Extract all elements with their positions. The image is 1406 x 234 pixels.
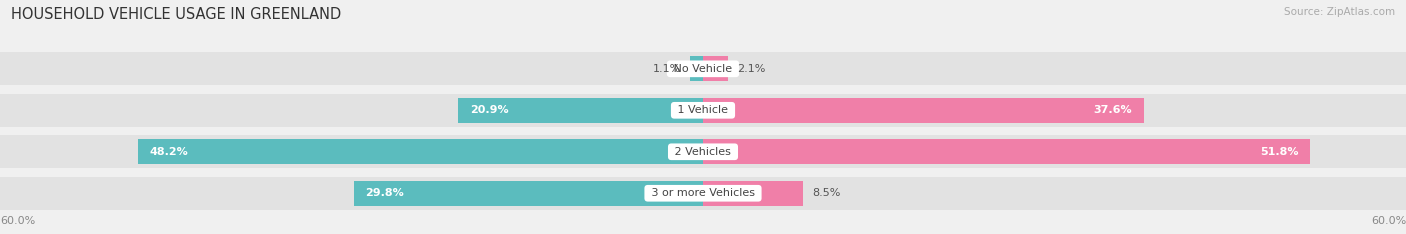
Text: 1.1%: 1.1% — [652, 64, 681, 74]
Bar — [0, 52, 1406, 85]
Bar — [690, 56, 703, 81]
Text: 8.5%: 8.5% — [813, 188, 841, 198]
Text: 60.0%: 60.0% — [0, 216, 35, 226]
Text: 60.0%: 60.0% — [1371, 216, 1406, 226]
Bar — [0, 94, 1406, 127]
Bar — [354, 181, 703, 206]
Bar — [703, 181, 803, 206]
Text: 48.2%: 48.2% — [150, 147, 188, 157]
Bar — [458, 98, 703, 123]
Text: HOUSEHOLD VEHICLE USAGE IN GREENLAND: HOUSEHOLD VEHICLE USAGE IN GREENLAND — [11, 7, 342, 22]
Bar — [0, 177, 1406, 210]
Text: Source: ZipAtlas.com: Source: ZipAtlas.com — [1284, 7, 1395, 17]
Bar — [0, 135, 1406, 168]
Bar — [703, 98, 1143, 123]
Text: 51.8%: 51.8% — [1260, 147, 1298, 157]
Text: 20.9%: 20.9% — [470, 105, 509, 115]
Text: 1 Vehicle: 1 Vehicle — [675, 105, 731, 115]
Text: 29.8%: 29.8% — [366, 188, 405, 198]
Bar — [703, 139, 1310, 164]
Bar — [703, 56, 728, 81]
Bar — [138, 139, 703, 164]
Text: 2.1%: 2.1% — [737, 64, 765, 74]
Text: 2 Vehicles: 2 Vehicles — [671, 147, 735, 157]
Text: No Vehicle: No Vehicle — [671, 64, 735, 74]
Text: 37.6%: 37.6% — [1094, 105, 1132, 115]
Text: 3 or more Vehicles: 3 or more Vehicles — [648, 188, 758, 198]
